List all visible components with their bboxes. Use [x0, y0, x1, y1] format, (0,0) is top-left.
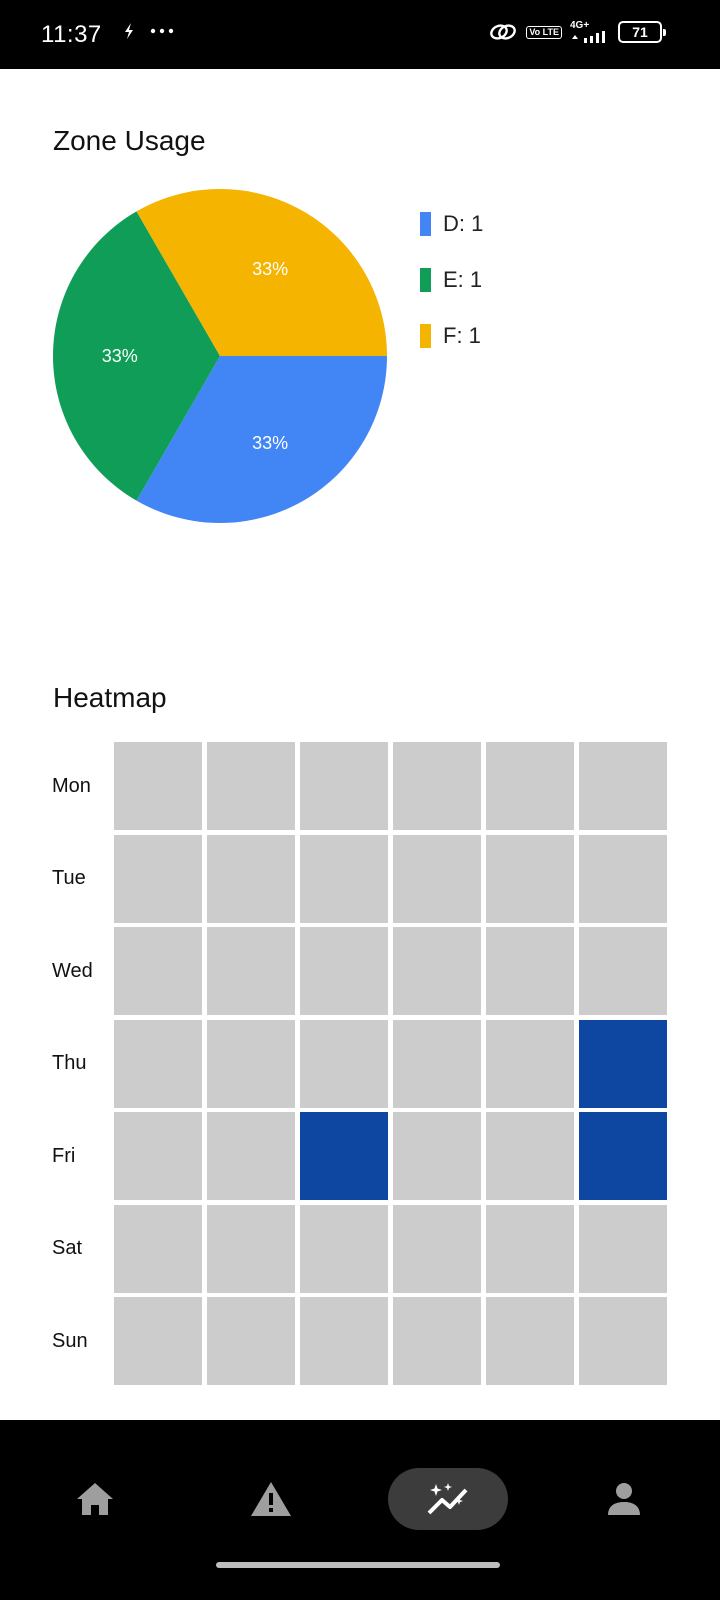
heatmap-cell — [486, 1112, 574, 1201]
heatmap-cell — [207, 1019, 295, 1108]
pie-label-e: 33% — [102, 346, 138, 366]
heatmap-cell — [579, 1297, 667, 1386]
heatmap-day-label: Sun — [52, 1329, 88, 1352]
heatmap-cell — [393, 1112, 481, 1201]
heatmap-cell — [579, 1019, 667, 1108]
pie-slice-d — [136, 356, 387, 523]
analytics-icon — [427, 1483, 468, 1515]
nav-alerts[interactable] — [211, 1468, 331, 1530]
heatmap-cell — [114, 1112, 202, 1201]
heatmap-cell — [207, 1297, 295, 1386]
heatmap-cell — [393, 1297, 481, 1386]
heatmap-cell — [393, 742, 481, 831]
heatmap-cell — [300, 742, 388, 831]
heatmap-cell — [579, 1204, 667, 1293]
heatmap-cell — [486, 742, 574, 831]
heatmap-cell — [300, 1297, 388, 1386]
heatmap-day-label: Thu — [52, 1052, 87, 1075]
heatmap-cell — [393, 1019, 481, 1108]
heatmap-cell — [486, 1019, 574, 1108]
heatmap-cell — [114, 834, 202, 923]
heatmap-cell — [579, 927, 667, 1016]
legend-item-d: D: 1 — [420, 196, 483, 252]
legend-item-f: F: 1 — [420, 308, 483, 364]
link-icon — [490, 24, 517, 40]
zone-usage-pie-chart: 33% 33% 33% — [53, 189, 388, 523]
heatmap-cell — [114, 1204, 202, 1293]
zone-usage-title: Zone Usage — [53, 125, 206, 156]
heatmap-day-label: Fri — [52, 1144, 76, 1167]
heatmap-row-sun: Sun — [52, 1295, 672, 1388]
pie-slice-f — [136, 189, 388, 356]
status-right-icons: Vo LTE 4G+ 71 — [488, 21, 666, 43]
heatmap-cell — [393, 834, 481, 923]
more-dots-icon — [150, 28, 174, 34]
network-type: 4G+ — [570, 20, 590, 31]
heatmap-cell — [486, 1204, 574, 1293]
flash-icon — [125, 23, 133, 39]
heatmap-cell — [114, 742, 202, 831]
heatmap-row-wed: Wed — [52, 925, 672, 1018]
heatmap-cell — [207, 834, 295, 923]
heatmap-cell — [207, 927, 295, 1016]
heatmap-cell — [207, 1112, 295, 1201]
heatmap-cell — [300, 1112, 388, 1201]
heatmap-cell — [300, 927, 388, 1016]
heatmap-cell — [114, 1297, 202, 1386]
heatmap-row-thu: Thu — [52, 1018, 672, 1111]
signal-icon — [572, 31, 605, 43]
status-bar: 11:37 Vo LTE 4G+ 71 — [0, 0, 720, 69]
heatmap-cell — [300, 1204, 388, 1293]
battery-level: 71 — [632, 24, 648, 40]
heatmap-cell — [114, 927, 202, 1016]
battery-icon: 71 — [618, 21, 666, 43]
heatmap-cell — [486, 927, 574, 1016]
heatmap-cell — [207, 742, 295, 831]
pie-legend: D: 1 E: 1 F: 1 — [420, 196, 483, 364]
nav-analytics[interactable] — [388, 1468, 508, 1530]
pie-label-d: 33% — [252, 433, 288, 453]
legend-swatch — [420, 324, 431, 348]
heatmap-row-tue: Tue — [52, 833, 672, 926]
heatmap-cell — [207, 1204, 295, 1293]
legend-item-e: E: 1 — [420, 252, 483, 308]
bottom-navigation — [0, 1420, 720, 1600]
heatmap-cell — [300, 1019, 388, 1108]
heatmap-cell — [579, 1112, 667, 1201]
heatmap-grid: Mon Tue Wed Thu Fri Sat Sun — [52, 740, 672, 1388]
heatmap-row-mon: Mon — [52, 740, 672, 833]
nav-profile[interactable] — [564, 1468, 684, 1530]
person-icon — [608, 1483, 640, 1515]
heatmap-cell — [393, 927, 481, 1016]
home-indicator[interactable] — [216, 1562, 500, 1568]
heatmap-cell — [579, 742, 667, 831]
heatmap-row-fri: Fri — [52, 1110, 672, 1203]
pie-label-f: 33% — [252, 259, 288, 279]
status-time: 11:37 — [41, 21, 102, 48]
heatmap-title: Heatmap — [53, 682, 167, 713]
heatmap-cell — [486, 1297, 574, 1386]
warning-icon — [251, 1482, 291, 1516]
heatmap-cell — [486, 834, 574, 923]
heatmap-day-label: Wed — [52, 959, 93, 982]
heatmap-row-sat: Sat — [52, 1203, 672, 1296]
heatmap-cell — [393, 1204, 481, 1293]
home-icon — [77, 1483, 113, 1515]
legend-label: E: 1 — [443, 267, 483, 292]
legend-label: F: 1 — [443, 323, 481, 348]
heatmap-day-label: Sat — [52, 1237, 83, 1260]
nav-home[interactable] — [35, 1468, 155, 1530]
status-left-icons — [122, 22, 174, 40]
heatmap-day-label: Mon — [52, 774, 91, 797]
network-indicator: 4G+ — [570, 21, 610, 43]
pie-slice-e — [53, 211, 220, 501]
heatmap-cell — [300, 834, 388, 923]
volte-badge: Vo LTE — [526, 25, 562, 39]
heatmap-day-label: Tue — [52, 867, 86, 890]
legend-label: D: 1 — [443, 211, 484, 236]
legend-swatch — [420, 268, 431, 292]
heatmap-cell — [579, 834, 667, 923]
legend-swatch — [420, 212, 431, 236]
heatmap-cell — [114, 1019, 202, 1108]
